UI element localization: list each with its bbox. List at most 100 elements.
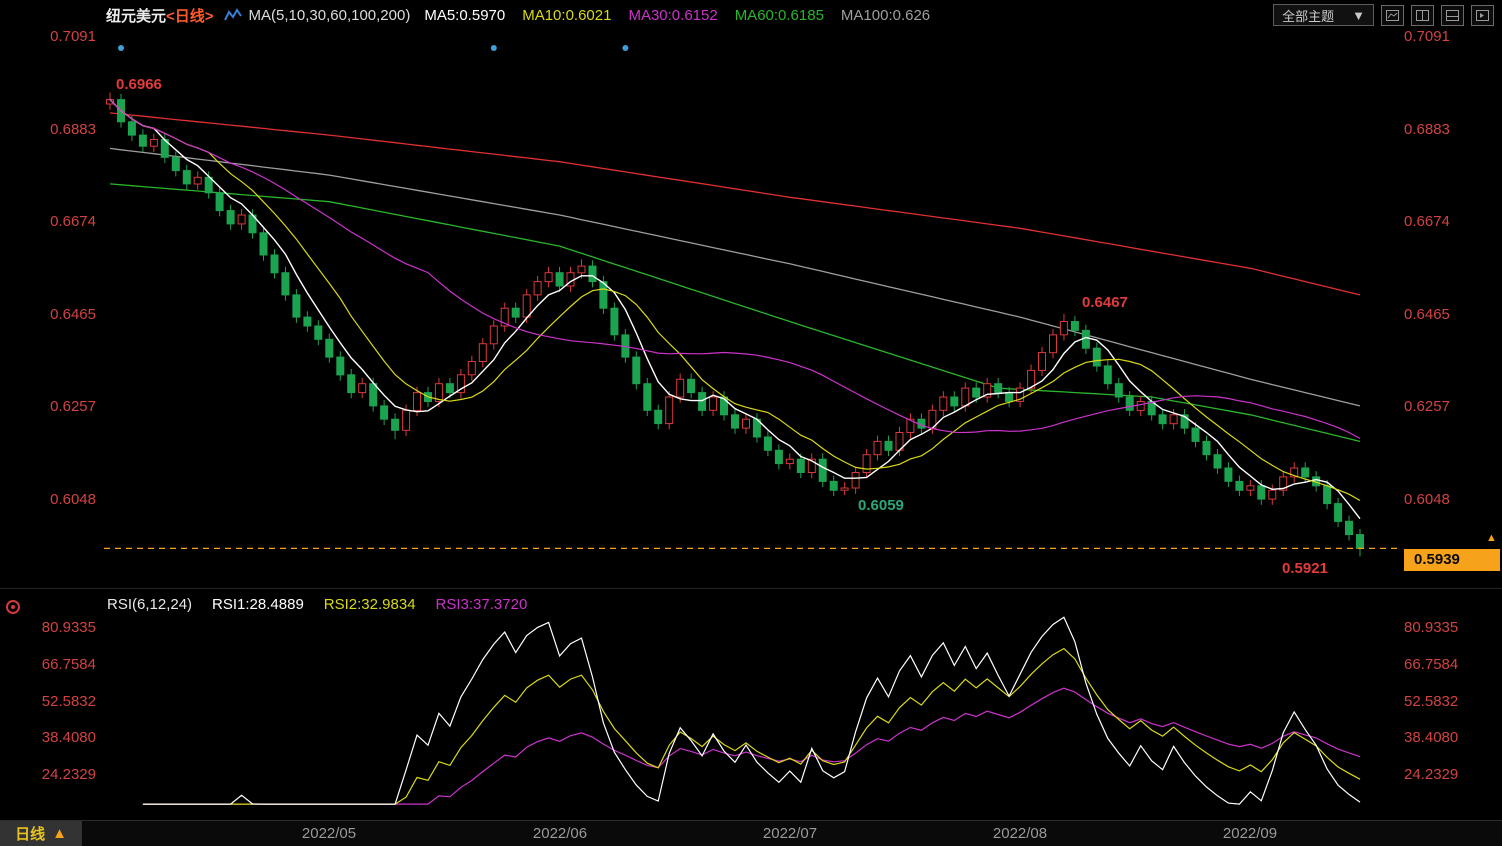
candle-down — [796, 458, 805, 474]
candle-up — [1136, 401, 1145, 411]
candle-up — [522, 294, 531, 318]
candle-down — [698, 392, 707, 411]
indicator-chart-icon[interactable] — [223, 8, 242, 22]
rsi-header: RSI(6,12,24) RSI1:28.4889 RSI2:32.9834 R… — [107, 596, 527, 613]
price-tick-right: 0.7091 — [1404, 28, 1450, 45]
candle-up — [467, 361, 476, 376]
annotation-july-low: 0.6059 — [858, 497, 904, 514]
date-tick-label: 2022/06 — [532, 825, 588, 842]
candle-up — [742, 418, 750, 429]
rsi-tick-left: 38.4080 — [41, 729, 96, 747]
candle-up — [1246, 485, 1255, 491]
candle-up — [489, 325, 498, 345]
ma30-value: MA30:0.6152 — [628, 6, 718, 24]
candle-down — [1235, 480, 1244, 491]
candle-up — [1059, 321, 1068, 336]
rsi-tick-right: 80.9335 — [1404, 619, 1459, 636]
candle-down — [215, 192, 224, 212]
chart-header: 纽元美元 <日线> MA(5,10,30,60,100,200) MA5:0.5… — [0, 0, 1502, 30]
rsi2-value: RSI2:32.9834 — [323, 596, 416, 613]
price-tick-left: 0.6883 — [50, 120, 96, 138]
candle-down — [555, 272, 564, 287]
candle-down — [1114, 383, 1123, 398]
split-vertical-layout-icon[interactable] — [1411, 4, 1434, 26]
candle-down — [1092, 347, 1101, 367]
candle-up — [983, 383, 992, 398]
series-line — [109, 112, 1361, 296]
expand-panel-icon[interactable] — [1471, 4, 1494, 26]
candle-down — [303, 316, 312, 327]
candle-down — [1334, 503, 1343, 522]
candle-up — [665, 396, 674, 425]
series-line — [109, 99, 1361, 440]
candle-up — [1027, 369, 1036, 389]
candle-down — [1323, 485, 1332, 505]
rsi-tick-right: 24.2329 — [1404, 766, 1459, 783]
price-tick-right: 0.6674 — [1404, 213, 1450, 231]
candle-down — [1191, 427, 1200, 442]
candle-down — [171, 156, 180, 172]
rsi1-value: RSI1:28.4889 — [212, 596, 304, 613]
price-marker-icon: ▲ — [1486, 532, 1497, 544]
rsi3-value: RSI3:37.3720 — [435, 596, 528, 613]
theme-select-button[interactable]: 全部主题 ▼ — [1273, 4, 1374, 26]
candle-down — [774, 449, 783, 465]
rsi-tick-left: 80.9335 — [41, 619, 96, 636]
price-tick-left: 0.6465 — [50, 305, 96, 323]
series-line — [142, 687, 1361, 805]
rsi-tick-right: 66.7584 — [1404, 655, 1459, 673]
candle-down — [1213, 454, 1222, 469]
series-line — [109, 147, 1361, 407]
series-line — [109, 99, 1361, 520]
candle-down — [347, 374, 356, 394]
ma60-value: MA60:0.6185 — [734, 6, 824, 24]
candle-up — [358, 383, 367, 394]
candle-down — [369, 383, 378, 407]
candle-up — [873, 440, 882, 456]
series-line — [142, 616, 1361, 805]
ma100-value: MA100:0.626 — [840, 6, 931, 24]
candle-down — [972, 387, 981, 398]
candle-up — [237, 214, 246, 225]
series-line — [109, 99, 1361, 502]
candle-down — [1202, 440, 1211, 456]
candle-down — [380, 405, 389, 420]
price-tick-left: 0.6674 — [50, 213, 96, 231]
candle-down — [445, 383, 454, 394]
candle-up — [533, 281, 542, 296]
candle-down — [1125, 396, 1134, 411]
rsi-panel-marker-icon[interactable] — [6, 600, 20, 614]
split-horizontal-layout-icon[interactable] — [1441, 4, 1464, 26]
candle-up — [1169, 414, 1178, 425]
single-pane-layout-icon[interactable] — [1381, 4, 1404, 26]
annotation-april-high: 0.6966 — [116, 76, 162, 93]
candle-down — [1224, 467, 1233, 482]
candle-up — [807, 458, 816, 474]
candle-up — [1290, 467, 1299, 478]
date-tick-label: 2022/09 — [1222, 825, 1278, 842]
candle-down — [226, 210, 235, 225]
candle-down — [270, 254, 279, 274]
candle-up — [785, 458, 794, 465]
price-tick-left: 0.6257 — [50, 398, 96, 416]
candle-up — [193, 176, 202, 185]
price-tick-right: 0.6257 — [1404, 398, 1450, 416]
candle-down — [259, 232, 268, 256]
candle-up — [1016, 387, 1025, 402]
candle-up — [1049, 334, 1057, 354]
candle-down — [1005, 392, 1014, 403]
series-line — [142, 647, 1361, 805]
date-tick-label: 2022/07 — [762, 825, 818, 842]
candle-up — [1268, 489, 1277, 500]
candle-up — [500, 307, 509, 327]
period-selector-button[interactable]: 日线 ▲ — [0, 821, 82, 846]
ma5-value: MA5:0.5970 — [424, 6, 506, 24]
ma-group-label: MA(5,10,30,60,100,200) — [248, 6, 411, 24]
rsi-tick-right: 52.5832 — [1404, 692, 1459, 710]
candle-up — [577, 265, 586, 274]
candle-up — [1038, 352, 1046, 371]
candle-down — [138, 134, 147, 147]
candle-up — [1279, 476, 1288, 491]
panel-divider — [0, 588, 1502, 589]
